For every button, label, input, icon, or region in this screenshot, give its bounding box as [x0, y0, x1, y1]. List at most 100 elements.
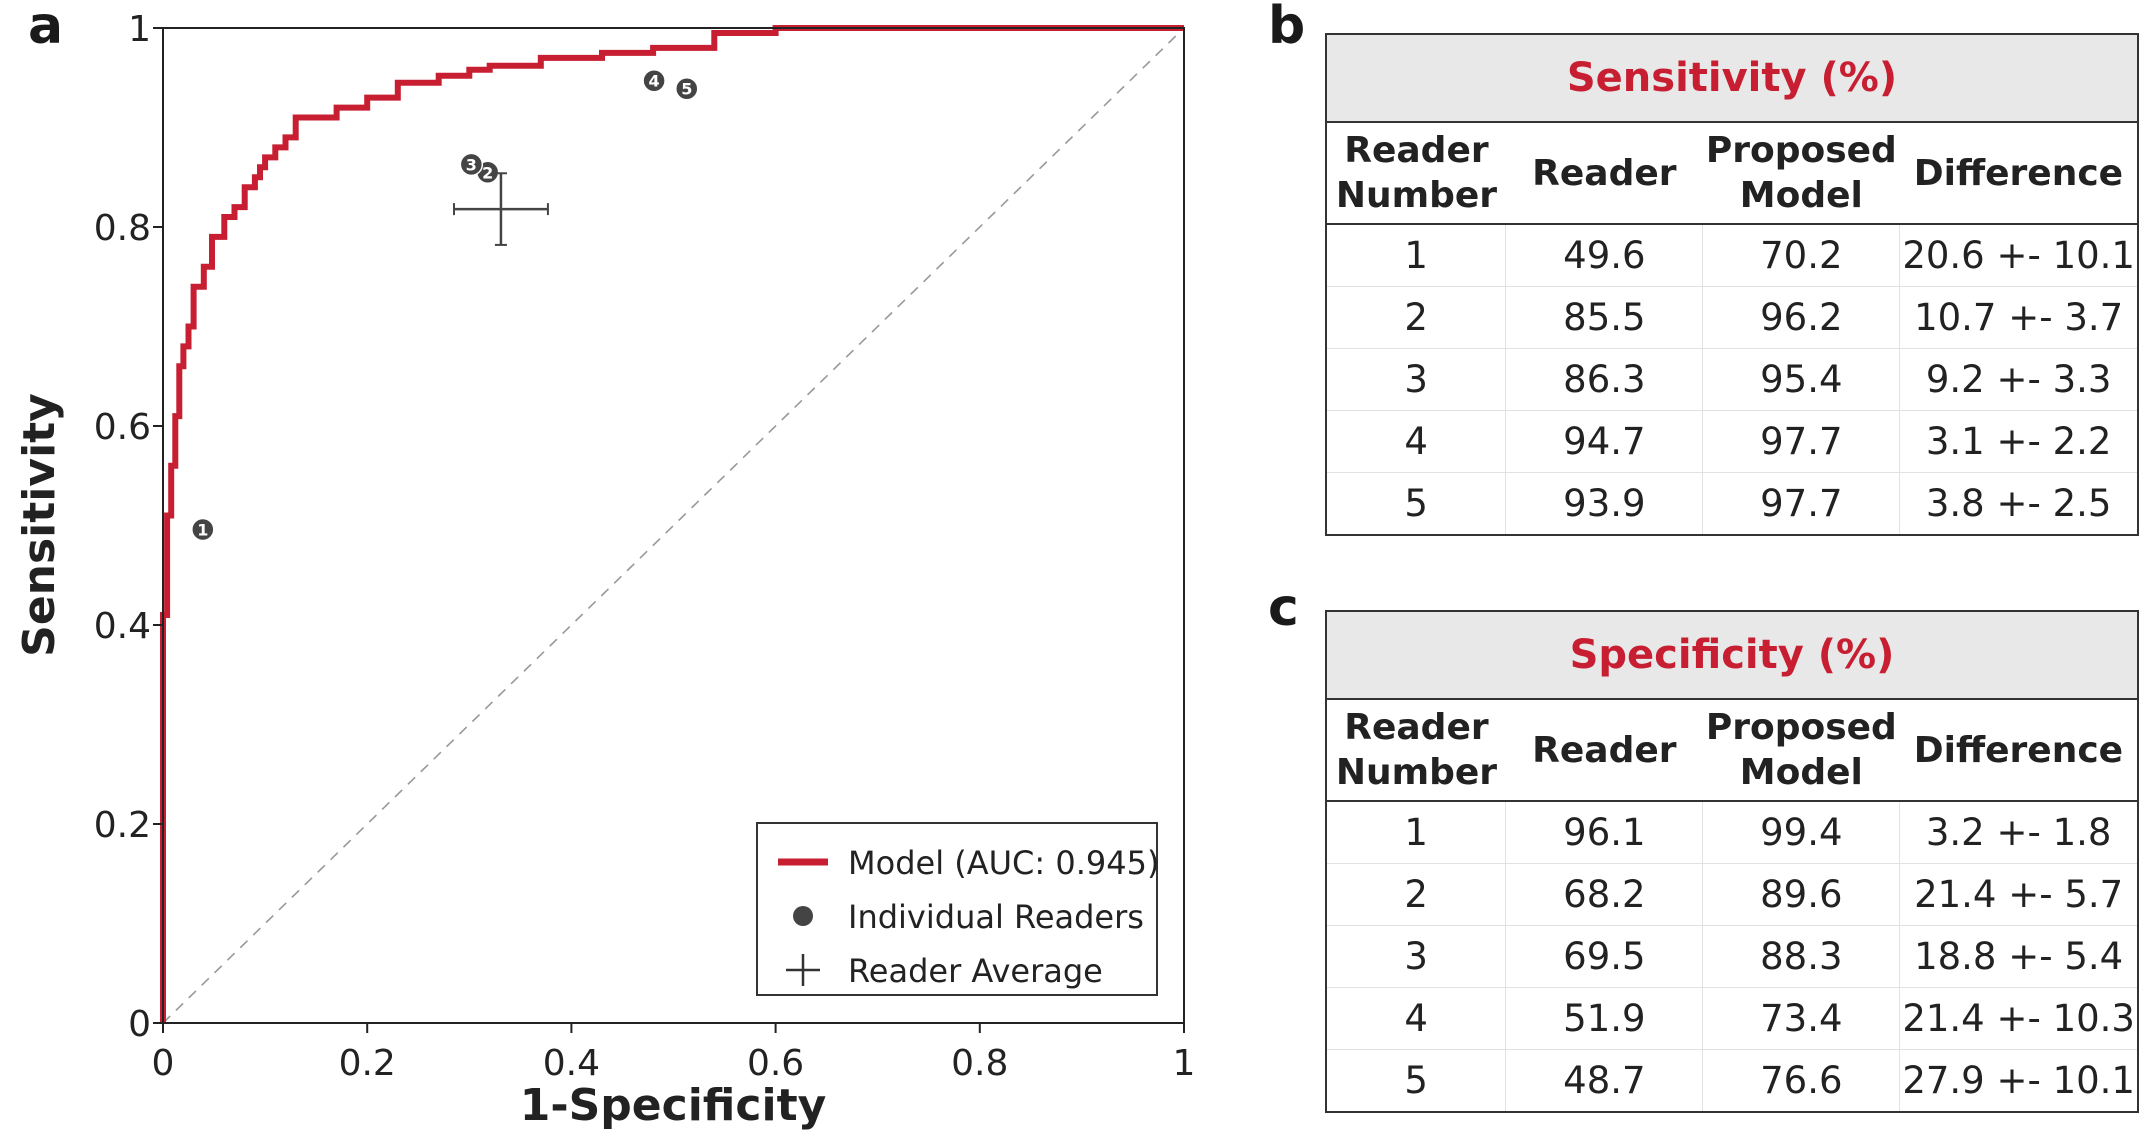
cell-difference: 10.7 +- 3.7: [1899, 286, 2137, 349]
cell-difference: 21.4 +- 5.7: [1899, 863, 2137, 926]
cell-reader: 49.6: [1505, 224, 1703, 287]
header-reader: Reader: [1505, 123, 1703, 225]
cell-reader: 86.3: [1505, 348, 1703, 411]
x-tick-label: 0.4: [543, 1043, 600, 1084]
panel-label-c: c: [1268, 578, 1299, 638]
sensitivity-table-title: Sensitivity (%): [1327, 35, 2137, 123]
y-tick-label: 0.8: [94, 208, 151, 249]
legend-readers-marker: [793, 906, 813, 926]
cell-model: 97.7: [1702, 472, 1900, 534]
header-difference: Difference: [1899, 123, 2137, 225]
reader-marker-label: 2: [482, 163, 493, 182]
header-proposed-model: Proposed Model: [1702, 123, 1900, 225]
cell-model: 95.4: [1702, 348, 1900, 411]
cell-model: 88.3: [1702, 925, 1900, 988]
reader-marker-label: 4: [649, 72, 660, 91]
y-axis-label: Sensitivity: [14, 393, 65, 657]
y-tick-label: 0.4: [94, 606, 151, 647]
reader-point-4: 4: [642, 68, 666, 93]
legend-average-label: Reader Average: [848, 952, 1103, 990]
specificity-table: Specificity (%) Reader Number Reader Pro…: [1325, 610, 2139, 1113]
cell-difference: 21.4 +- 10.3: [1899, 987, 2137, 1050]
reader-marker-label: 5: [681, 80, 692, 99]
cell-difference: 9.2 +- 3.3: [1899, 348, 2137, 411]
model-roc-curve: [160, 25, 1184, 1023]
table-row: 3 86.3 95.4 9.2 +- 3.3: [1327, 348, 2137, 411]
x-tick-label: 0.6: [747, 1043, 804, 1084]
cell-difference: 3.2 +- 1.8: [1899, 801, 2137, 864]
table-row: 5 93.9 97.7 3.8 +- 2.5: [1327, 472, 2137, 534]
cell-difference: 3.8 +- 2.5: [1899, 472, 2137, 534]
cell-reader-number: 1: [1404, 811, 1428, 854]
legend-model-label: Model (AUC: 0.945): [848, 844, 1159, 882]
cell-model: 97.7: [1702, 410, 1900, 473]
table-row: 2 85.5 96.2 10.7 +- 3.7: [1327, 286, 2137, 349]
cell-reader-number: 4: [1327, 410, 1506, 473]
y-tick-label: 1: [128, 9, 151, 50]
table-row: 1 49.6 70.2 20.6 +- 10.1: [1327, 224, 2137, 287]
cell-reader: 93.9: [1505, 472, 1703, 534]
cell-reader-number: 5: [1327, 1049, 1506, 1111]
cell-difference: 3.1 +- 2.2: [1899, 410, 2137, 473]
y-tick-label: 0: [128, 1004, 151, 1045]
cell-difference: 20.6 +- 10.1: [1899, 224, 2137, 287]
cell-model: 70.2: [1702, 224, 1900, 287]
legend-box: [756, 822, 1158, 996]
header-difference: Difference: [1899, 700, 2137, 802]
cell-model: 73.4: [1702, 987, 1900, 1050]
table-row: 5 48.7 76.6 27.9 +- 10.1: [1327, 1049, 2137, 1111]
cell-difference: 27.9 +- 10.1: [1899, 1049, 2137, 1111]
table-row: 3 69.5 88.3 18.8 +- 5.4: [1327, 925, 2137, 988]
legend-readers-label: Individual Readers: [848, 898, 1144, 936]
panel-label-a: a: [28, 0, 64, 56]
cell-reader-number: 3: [1327, 348, 1506, 411]
y-tick-label: 0.6: [94, 407, 151, 448]
reader-point-1: 1: [191, 517, 215, 542]
reader-marker: [675, 76, 699, 101]
cell-reader: 85.5: [1505, 286, 1703, 349]
reader-marker-label: 3: [466, 155, 477, 174]
table-row: 4 94.7 97.7 3.1 +- 2.2: [1327, 410, 2137, 473]
x-tick-label: 0.8: [951, 1043, 1008, 1084]
specificity-table-title: Specificity (%): [1327, 612, 2137, 700]
plot-frame: [162, 27, 1185, 1024]
y-tick-label: 0.2: [94, 805, 151, 846]
reader-marker: [642, 68, 666, 93]
reader-point-3: 3: [459, 152, 484, 177]
cell-model: 76.6: [1702, 1049, 1900, 1111]
cell-model: 89.6: [1702, 863, 1900, 926]
table-row: 4 51.9 73.4 21.4 +- 10.3: [1327, 987, 2137, 1050]
table-row: 2 68.2 89.6 21.4 +- 5.7: [1327, 863, 2137, 926]
x-axis-label: 1-Specificity: [520, 1080, 827, 1131]
cell-reader: 51.9: [1505, 987, 1703, 1050]
reader-marker: [459, 152, 484, 177]
cell-model: 96.2: [1702, 286, 1900, 349]
cell-difference: 18.8 +- 5.4: [1899, 925, 2137, 988]
cell-model: 99.4: [1702, 801, 1900, 864]
sensitivity-table: Sensitivity (%) Reader Number Reader Pro…: [1325, 33, 2139, 536]
header-reader-number: Reader Number: [1327, 700, 1506, 802]
reader-marker-label: 1: [197, 520, 208, 539]
cell-reader: 68.2: [1505, 863, 1703, 926]
header-proposed-model: Proposed Model: [1702, 700, 1900, 802]
cell-reader-number: 2: [1327, 286, 1506, 349]
chance-diagonal-line: [162, 27, 1185, 1024]
reader-point-5: 5: [675, 76, 699, 101]
header-reader: Reader: [1505, 700, 1703, 802]
legend: Model (AUC: 0.945) Individual Readers Re…: [756, 822, 1159, 996]
reader-marker: [191, 517, 215, 542]
x-tick-label: 1: [1173, 1043, 1196, 1084]
cell-reader-number: 3: [1327, 925, 1506, 988]
cell-reader-number: 2: [1327, 863, 1506, 926]
panel-label-b: b: [1268, 0, 1306, 56]
table-row: 1 96.1 99.4 3.2 +- 1.8: [1327, 801, 2137, 864]
cell-reader-number: 1: [1404, 234, 1428, 277]
cell-reader: 94.7: [1505, 410, 1703, 473]
cell-reader: 69.5: [1505, 925, 1703, 988]
cell-reader-number: 5: [1327, 472, 1506, 534]
cell-reader-number: 4: [1327, 987, 1506, 1050]
x-tick-label: 0.2: [339, 1043, 396, 1084]
header-reader-number: Reader Number: [1327, 123, 1506, 225]
cell-reader: 48.7: [1505, 1049, 1703, 1111]
